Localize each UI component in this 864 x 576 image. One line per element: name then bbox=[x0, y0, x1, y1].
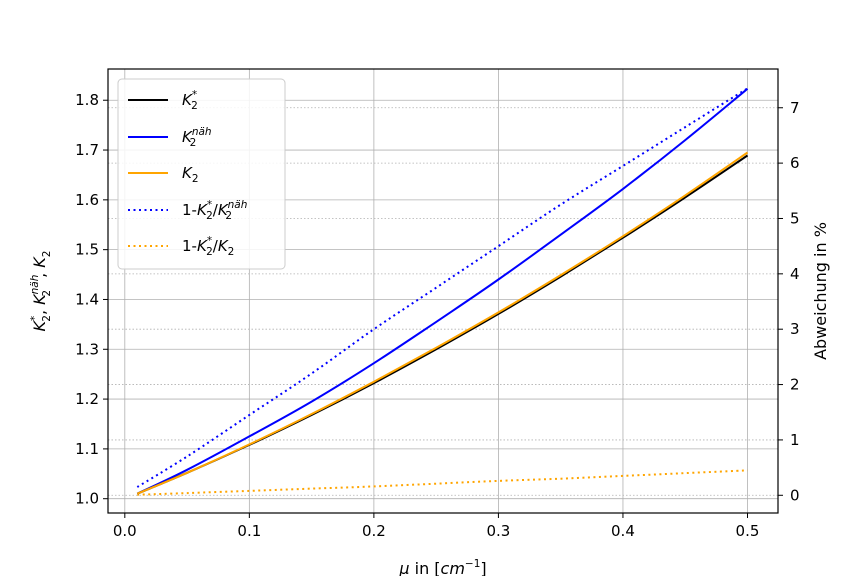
y-right-tick-label-7: 7 bbox=[790, 99, 800, 117]
x-tick-label-3: 0.3 bbox=[486, 522, 510, 540]
legend-label-k2: K2 bbox=[182, 164, 199, 185]
x-tick-label-5: 0.5 bbox=[736, 522, 760, 540]
y-axis-label-left: K*2, Knäh2, K2 bbox=[29, 251, 53, 332]
y-left-tick-label-1: 1.1 bbox=[75, 440, 99, 458]
y-left-tick-label-3: 1.3 bbox=[75, 340, 99, 358]
y-right-tick-label-5: 5 bbox=[790, 209, 800, 227]
series-line-1 bbox=[136, 88, 749, 495]
y-right-tick-label-6: 6 bbox=[790, 154, 800, 172]
x-axis-label: μ in [cm−1] bbox=[398, 558, 486, 576]
legend-box bbox=[117, 78, 286, 270]
legend-label-k2-naeh: Knäh 2 bbox=[182, 126, 212, 149]
x-ticks: 0.0 0.1 0.2 0.3 0.4 0.5 bbox=[113, 513, 760, 540]
y-left-tick-label-2: 1.2 bbox=[75, 390, 99, 408]
y-right-tick-label-4: 4 bbox=[790, 265, 800, 283]
series-line-2 bbox=[136, 151, 749, 495]
legend-label-dev-naeh: 1-K* 2/Knäh 2 bbox=[182, 199, 247, 222]
legend-label-dev-k2: 1-K* 2/K2 bbox=[182, 235, 234, 258]
y-left-tick-label-4: 1.4 bbox=[75, 290, 99, 308]
y-right-tick-label-1: 1 bbox=[790, 431, 800, 449]
y-ticks-right: 0 1 2 3 4 5 6 7 bbox=[778, 99, 800, 504]
y-right-tick-label-0: 0 bbox=[790, 486, 800, 504]
y-left-tick-label-7: 1.7 bbox=[75, 141, 99, 159]
series-layer bbox=[136, 87, 749, 496]
x-tick-label-0: 0.0 bbox=[113, 522, 137, 540]
y-left-tick-label-5: 1.5 bbox=[75, 241, 99, 259]
plot-frame bbox=[107, 68, 779, 514]
y-left-tick-label-6: 1.6 bbox=[75, 191, 99, 209]
y-right-tick-label-3: 3 bbox=[790, 320, 800, 338]
y-left-tick-label-0: 1.0 bbox=[75, 490, 99, 508]
x-tick-label-4: 0.4 bbox=[611, 522, 635, 540]
y-right-tick-label-2: 2 bbox=[790, 376, 800, 394]
y-left-tick-label-8: 1.8 bbox=[75, 91, 99, 109]
y-ticks-left: 1.0 1.1 1.2 1.3 1.4 1.5 1.6 1.7 1.8 bbox=[75, 91, 108, 508]
x-tick-label-2: 0.2 bbox=[362, 522, 386, 540]
x-tick-label-1: 0.1 bbox=[237, 522, 261, 540]
y-axis-label-right: Abweichung in % bbox=[811, 222, 830, 360]
series-line-3 bbox=[136, 87, 749, 488]
legend-label-k2-star: K* 2 bbox=[182, 89, 198, 112]
legend: K* 2 Knäh 2 K2 1-K* 2/Knäh 2 1-K* 2/K2 bbox=[117, 78, 286, 270]
